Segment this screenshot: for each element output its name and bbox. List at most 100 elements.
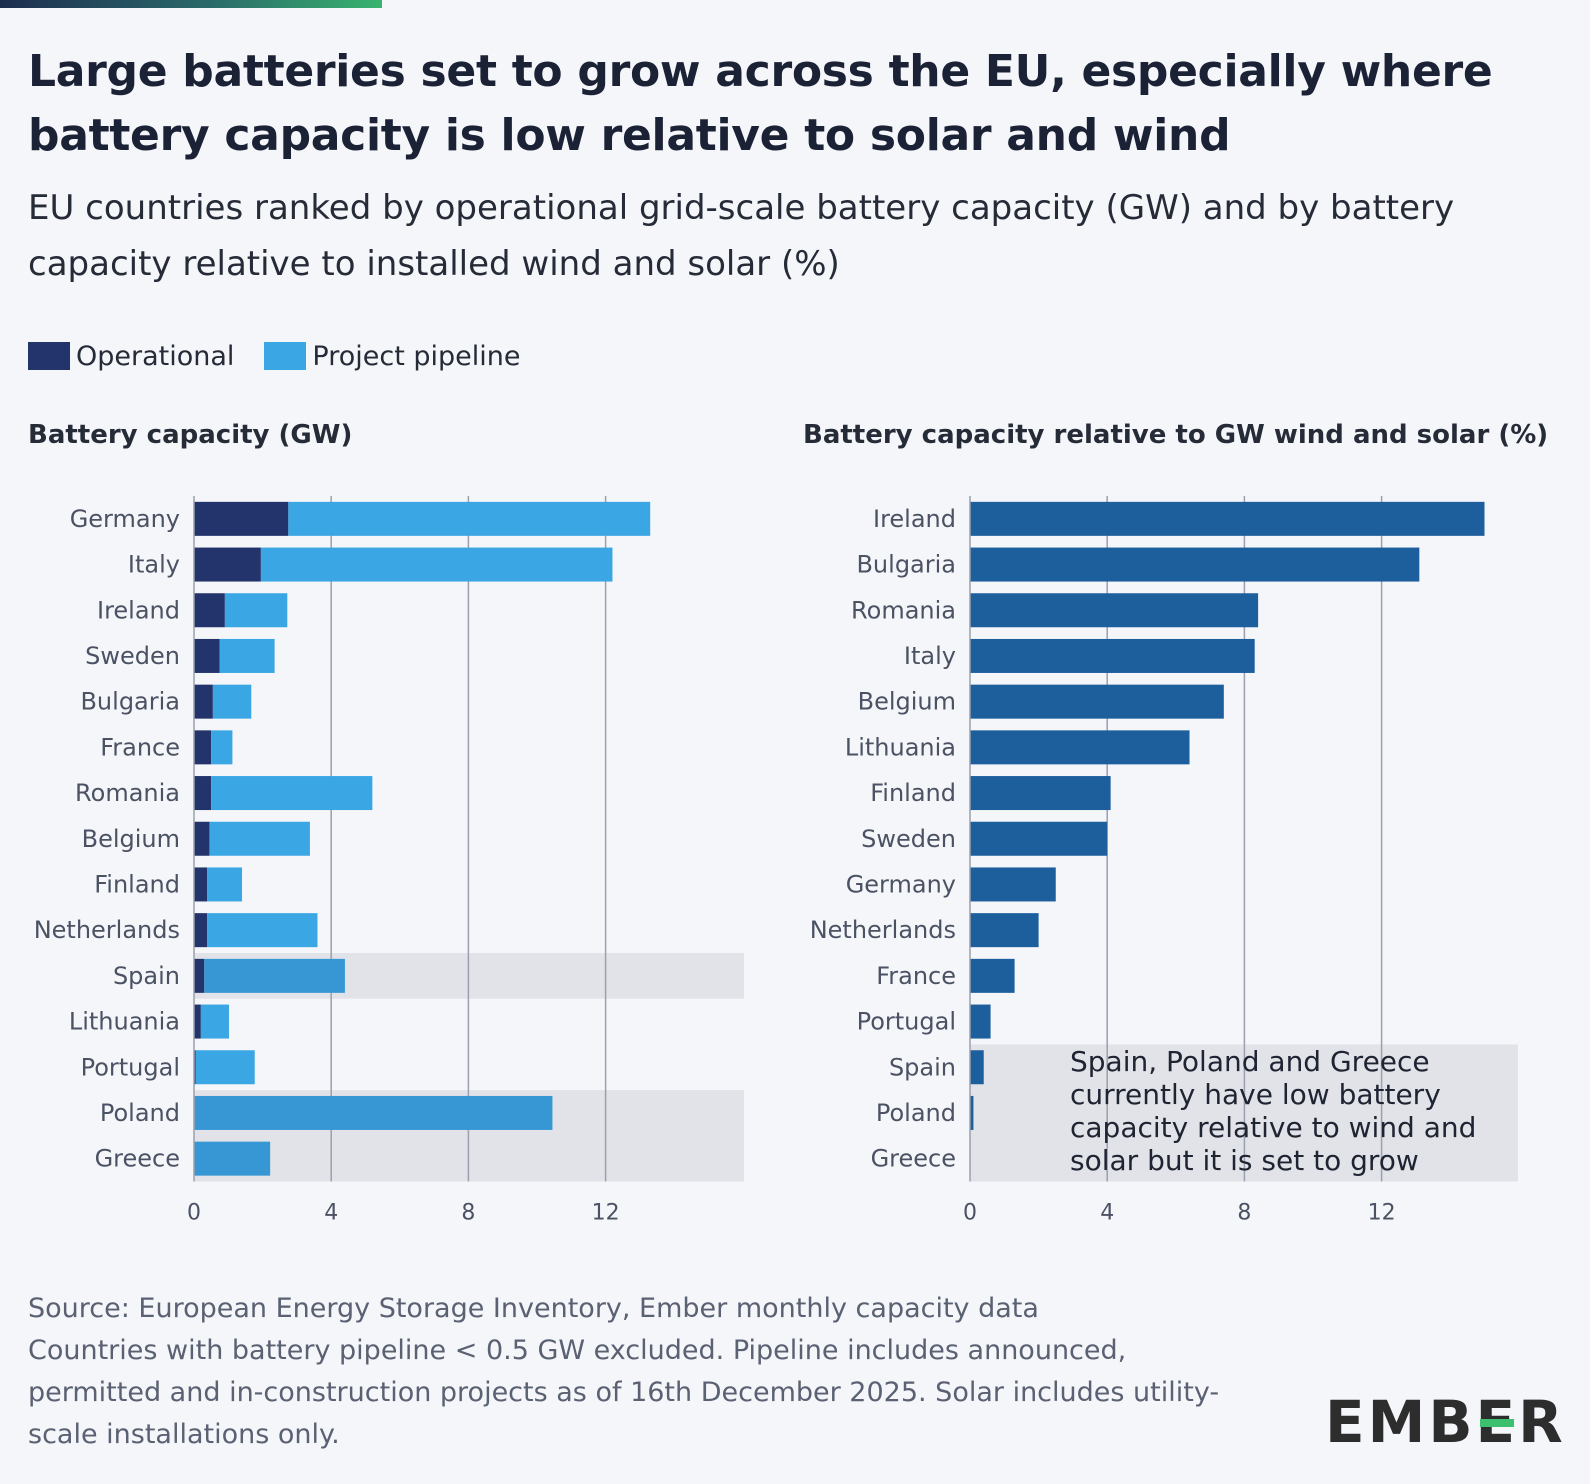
category-label-right-portugal: Portugal (857, 1008, 956, 1036)
category-label-left-france: France (100, 733, 180, 761)
bar-right-sweden (970, 821, 1108, 856)
bar-left-finland-operational (194, 867, 208, 902)
category-label-right-romania: Romania (851, 596, 956, 624)
source-note: Source: European Energy Storage Inventor… (28, 1288, 1228, 1456)
notes-line: Countries with battery pipeline < 0.5 GW… (28, 1335, 1220, 1450)
category-label-left-finland: Finland (94, 870, 180, 898)
bar-left-ireland-operational (194, 593, 225, 628)
bar-left-belgium-operational (194, 821, 210, 856)
left-panel-title: Battery capacity (GW) (28, 420, 353, 450)
legend-swatch-pipeline (264, 342, 307, 370)
bar-left-romania-project-pipeline (211, 776, 373, 811)
tick-label-right-8: 8 (1237, 1201, 1251, 1226)
bar-left-belgium-project-pipeline (209, 821, 310, 856)
category-label-left-germany: Germany (70, 505, 180, 533)
category-label-left-lithuania: Lithuania (69, 1008, 180, 1036)
top-accent-bar (0, 0, 382, 8)
bar-right-germany (970, 867, 1056, 902)
category-label-left-sweden: Sweden (85, 642, 180, 670)
bar-left-italy-operational (194, 547, 261, 582)
ember-logo: EMBE R (1325, 1392, 1566, 1452)
source-line: Source: European Energy Storage Inventor… (28, 1293, 1039, 1324)
bar-left-lithuania-operational (194, 1004, 201, 1039)
right-panel-title: Battery capacity relative to GW wind and… (803, 420, 1549, 450)
bar-left-france-operational (194, 730, 212, 765)
bar-right-netherlands (970, 913, 1039, 948)
bar-left-ireland-project-pipeline (224, 593, 288, 628)
bar-left-germany-project-pipeline (288, 501, 651, 536)
bar-right-france (970, 958, 1015, 993)
category-label-right-spain: Spain (889, 1053, 956, 1081)
category-label-left-ireland: Ireland (97, 596, 180, 624)
bar-right-belgium (970, 684, 1224, 719)
bar-left-romania-operational (194, 776, 212, 811)
legend-label-pipeline: Project pipeline (312, 340, 521, 372)
logo-text-start: EMB (1325, 1388, 1476, 1456)
bar-left-spain-project-pipeline (204, 958, 345, 993)
category-label-left-spain: Spain (113, 962, 180, 990)
bar-left-finland-project-pipeline (207, 867, 243, 902)
bar-left-greece-project-pipeline (194, 1141, 271, 1176)
chart-subtitle: EU countries ranked by operational grid-… (28, 188, 1455, 284)
bar-right-poland (970, 1095, 974, 1130)
logo-e-mark: E (1475, 1388, 1519, 1456)
category-label-right-bulgaria: Bulgaria (856, 551, 956, 579)
bar-right-romania (970, 593, 1259, 628)
category-label-left-belgium: Belgium (82, 825, 180, 853)
tick-label-left-0: 0 (187, 1201, 201, 1226)
category-label-left-bulgaria: Bulgaria (80, 688, 180, 716)
bar-left-bulgaria-project-pipeline (212, 684, 252, 719)
bar-left-lithuania-project-pipeline (200, 1004, 229, 1039)
annotation-text: Spain, Poland and Greece currently have … (1070, 1045, 1477, 1177)
legend: Operational Project pipeline (28, 336, 551, 376)
tick-label-left-8: 8 (461, 1201, 475, 1226)
category-label-right-france: France (876, 962, 956, 990)
bar-left-netherlands-project-pipeline (207, 913, 318, 948)
tick-label-right-0: 0 (963, 1201, 977, 1226)
legend-item-operational: Operational (28, 341, 234, 372)
bar-left-portugal-project-pipeline (195, 1050, 255, 1085)
category-label-right-belgium: Belgium (858, 688, 956, 716)
bar-left-portugal-operational (194, 1050, 196, 1085)
category-label-right-greece: Greece (871, 1145, 956, 1173)
bar-right-italy (970, 638, 1255, 673)
bar-right-ireland (970, 501, 1485, 536)
legend-swatch-operational (28, 342, 70, 370)
category-label-right-lithuania: Lithuania (845, 733, 956, 761)
bar-left-netherlands-operational (194, 913, 208, 948)
category-label-left-greece: Greece (95, 1145, 180, 1173)
category-label-right-netherlands: Netherlands (810, 916, 956, 944)
logo-text-end: R (1518, 1388, 1566, 1456)
bar-left-sweden-project-pipeline (219, 638, 275, 673)
category-label-left-romania: Romania (75, 779, 180, 807)
category-label-left-portugal: Portugal (81, 1053, 180, 1081)
bar-left-sweden-operational (194, 638, 220, 673)
category-label-left-italy: Italy (128, 551, 180, 579)
category-label-left-poland: Poland (100, 1099, 180, 1127)
chart-title: Large batteries set to grow across the E… (28, 46, 1493, 161)
category-label-right-germany: Germany (846, 870, 956, 898)
category-label-right-finland: Finland (870, 779, 956, 807)
legend-label-operational: Operational (76, 340, 235, 372)
category-label-right-ireland: Ireland (873, 505, 956, 533)
tick-label-left-4: 4 (324, 1201, 338, 1226)
bar-left-poland-project-pipeline (194, 1095, 553, 1130)
bar-left-france-project-pipeline (211, 730, 233, 765)
bar-left-bulgaria-operational (194, 684, 213, 719)
category-label-right-sweden: Sweden (861, 825, 956, 853)
category-label-left-netherlands: Netherlands (34, 916, 180, 944)
tick-label-right-4: 4 (1100, 1201, 1114, 1226)
bar-right-spain (970, 1050, 984, 1085)
category-label-right-poland: Poland (876, 1099, 956, 1127)
tick-label-left-12: 12 (592, 1201, 620, 1226)
bar-right-finland (970, 776, 1111, 811)
bar-right-portugal (970, 1004, 991, 1039)
bar-left-italy-project-pipeline (260, 547, 613, 582)
tick-label-right-12: 12 (1368, 1201, 1396, 1226)
bar-right-lithuania (970, 730, 1190, 765)
legend-item-pipeline: Project pipeline (264, 340, 521, 372)
bar-left-spain-operational (194, 958, 205, 993)
bar-right-bulgaria (970, 547, 1420, 582)
category-label-right-italy: Italy (904, 642, 956, 670)
bar-left-germany-operational (194, 501, 289, 536)
